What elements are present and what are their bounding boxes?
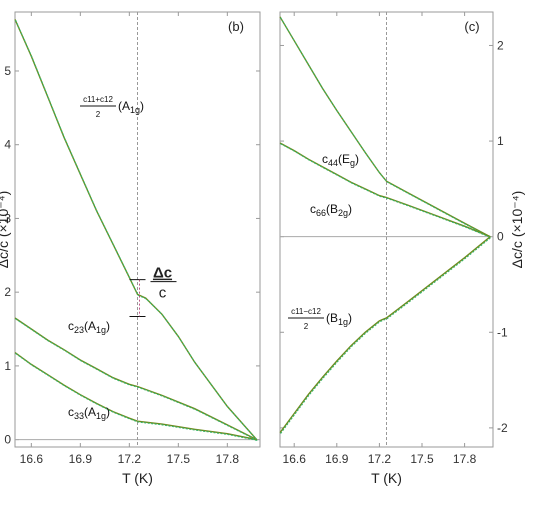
label-mode-subscript: 1g — [96, 411, 106, 421]
x-tick-label: 16.9 — [69, 452, 93, 466]
series-label: c33(A1g) — [68, 405, 110, 421]
series-line-overlay — [15, 352, 258, 441]
series-line-overlay — [15, 318, 258, 441]
label-subscript: 44 — [328, 158, 338, 168]
x-tick-label: 16.9 — [325, 452, 349, 466]
x-tick-label: 16.6 — [283, 452, 307, 466]
label-subscript: 66 — [316, 208, 326, 218]
series-label-denominator: 2 — [304, 322, 309, 331]
series-label: c44(Eg) — [322, 152, 359, 168]
label-mode: (A — [84, 319, 96, 333]
y-axis-label: Δc/c (×10⁻⁴) — [0, 191, 11, 269]
annotation-numerator: Δc — [153, 265, 172, 282]
label-mode: (B — [326, 202, 338, 216]
label-mode-subscript: 1g — [96, 325, 106, 335]
mode-subscript: 1g — [130, 105, 140, 115]
annotation-denominator: c — [159, 285, 167, 302]
panel-label: (b) — [228, 19, 244, 34]
y-tick-label: 5 — [4, 64, 11, 78]
y-tick-label: 4 — [4, 138, 11, 152]
label-close: ) — [106, 319, 110, 333]
series-label-denominator: 2 — [96, 110, 101, 119]
label-main: c — [68, 405, 74, 419]
series-line — [14, 317, 258, 441]
series-line — [279, 236, 491, 434]
series-label-mode: (B1g) — [326, 311, 352, 327]
y-tick-label: 2 — [4, 285, 11, 299]
series-label-numerator: c11−c12 — [291, 307, 321, 316]
label-close: ) — [355, 152, 359, 166]
mode-text: (A — [118, 99, 130, 113]
mode-close: ) — [348, 311, 352, 325]
y-axis-label: Δc/c (×10⁻⁴) — [509, 191, 525, 269]
series-line-overlay — [280, 17, 492, 238]
series-line — [279, 142, 491, 238]
y-tick-label: 0 — [497, 230, 504, 244]
x-axis-label: T (K) — [122, 470, 153, 486]
y-tick-label: -1 — [497, 325, 508, 339]
y-tick-label: 2 — [497, 38, 504, 52]
panel-label: (c) — [464, 19, 479, 34]
label-main: c — [68, 319, 74, 333]
series-label-mode: (A1g) — [118, 99, 144, 115]
label-mode-subscript: 2g — [338, 208, 348, 218]
y-tick-label: -2 — [497, 421, 508, 435]
x-axis-label: T (K) — [371, 470, 402, 486]
series-line-overlay — [15, 19, 258, 441]
label-mode-subscript: g — [350, 158, 355, 168]
x-tick-label: 17.5 — [167, 452, 191, 466]
mode-text: (B — [326, 311, 338, 325]
series-line-overlay — [280, 143, 492, 239]
x-tick-label: 17.2 — [368, 452, 392, 466]
x-tick-label: 17.2 — [118, 452, 142, 466]
series-label: c66(B2g) — [310, 202, 352, 218]
label-close: ) — [348, 202, 352, 216]
label-subscript: 33 — [74, 411, 84, 421]
series-label-numerator: c11+c12 — [83, 95, 113, 104]
y-tick-label: 1 — [4, 359, 11, 373]
x-tick-label: 16.6 — [20, 452, 44, 466]
x-tick-label: 17.8 — [453, 452, 477, 466]
label-main: c — [322, 152, 328, 166]
label-main: c — [310, 202, 316, 216]
y-tick-label: 3 — [4, 211, 11, 225]
label-subscript: 23 — [74, 325, 84, 335]
y-tick-label: 0 — [4, 433, 11, 447]
x-tick-label: 17.8 — [216, 452, 240, 466]
y-tick-label: 1 — [497, 134, 504, 148]
series-line-overlay — [280, 237, 492, 434]
mode-close: ) — [140, 99, 144, 113]
mode-subscript: 1g — [338, 317, 348, 327]
x-tick-label: 17.5 — [410, 452, 434, 466]
label-mode: (A — [84, 405, 96, 419]
series-label: c23(A1g) — [68, 319, 110, 335]
label-mode: (E — [338, 152, 350, 166]
panel-c: 16.6 16.9 17.2 17.5 17.8 T (K) -2 -1 0 1 2 Δc/c (×1… — [279, 11, 525, 486]
label-close: ) — [106, 405, 110, 419]
